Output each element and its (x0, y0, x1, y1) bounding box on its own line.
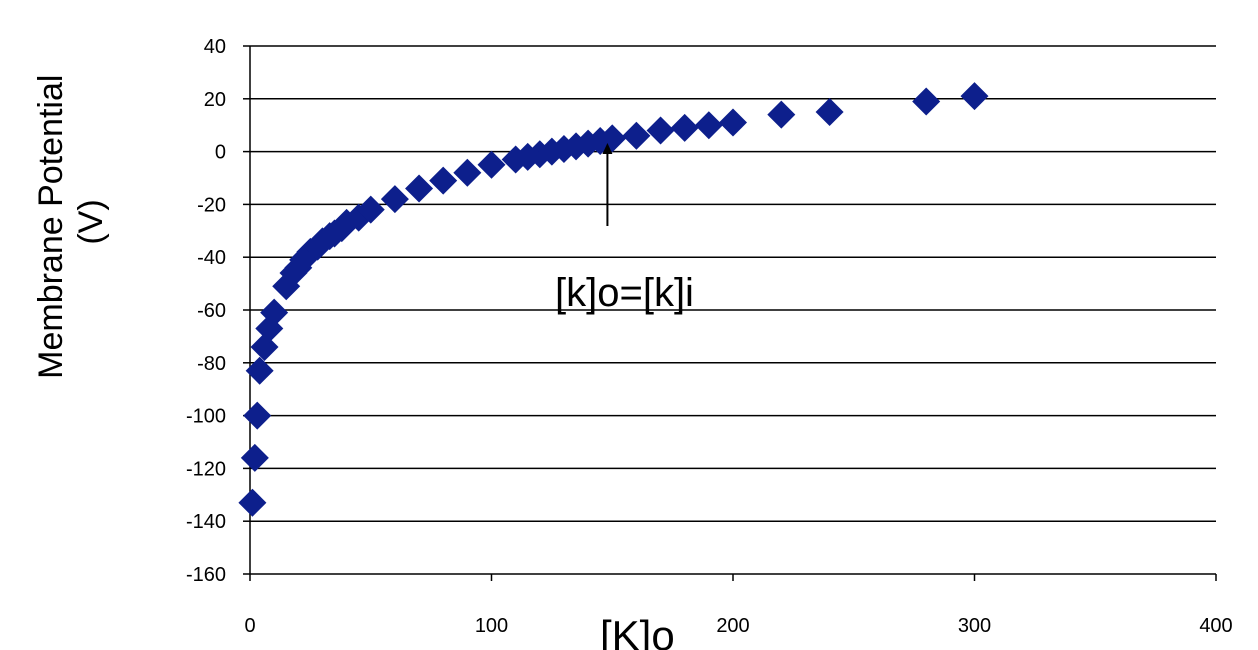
data-point (405, 174, 434, 203)
data-point (960, 82, 989, 111)
y-tick-label: -120 (186, 458, 226, 480)
data-point (767, 100, 796, 129)
x-tick-label: 200 (716, 615, 749, 637)
axes (243, 45, 1217, 581)
data-point (243, 401, 272, 430)
data-point (815, 98, 844, 126)
x-tick-label: 300 (958, 615, 991, 637)
data-point (429, 166, 458, 195)
y-tick-label: -100 (186, 406, 226, 428)
x-axis-label: [K]o (600, 612, 675, 650)
data-point (670, 113, 699, 142)
y-tick-label: -140 (186, 511, 226, 533)
data-point (912, 87, 941, 116)
annotation-arrowhead (602, 143, 613, 155)
data-point (694, 111, 723, 140)
y-tick-labels: 40 20 0 -20 -40 -60 -80 -100 -120 -140 -160 (186, 36, 226, 586)
annotation-label: [k]o=[k]i (555, 271, 694, 315)
y-tick-label: -160 (186, 564, 226, 586)
y-axis-label-line-2: (V) (72, 199, 110, 244)
data-point (380, 185, 409, 214)
y-tick-label: -40 (197, 247, 226, 269)
y-axis-label-line-1: Membrane Potential (32, 75, 70, 379)
y-tick-label: 20 (204, 89, 226, 111)
data-point (453, 158, 482, 187)
y-axis-label: Membrane Potential (V) (32, 65, 110, 379)
annotation: [k]o=[k]i (555, 143, 694, 315)
data-point (477, 150, 506, 179)
data-point (598, 124, 627, 153)
data-point (622, 121, 651, 150)
data-point (646, 116, 675, 145)
x-tick-label: 100 (475, 615, 508, 637)
x-tick-labels: 0 100 200 300 400 (244, 615, 1232, 637)
x-tick-label: 0 (244, 615, 255, 637)
gridlines (250, 45, 1216, 522)
y-tick-label: -60 (197, 300, 226, 322)
data-point (238, 488, 267, 517)
x-tick-label: 400 (1199, 615, 1232, 637)
data-point (240, 443, 269, 472)
data-point (260, 298, 289, 327)
data-point (719, 108, 747, 137)
data-point (245, 356, 274, 385)
data-point (356, 195, 385, 224)
y-tick-label: 40 (204, 36, 226, 58)
y-tick-label: -20 (197, 194, 226, 216)
y-tick-label: 0 (215, 142, 226, 164)
data-points (238, 82, 989, 517)
y-tick-label: -80 (197, 353, 226, 375)
